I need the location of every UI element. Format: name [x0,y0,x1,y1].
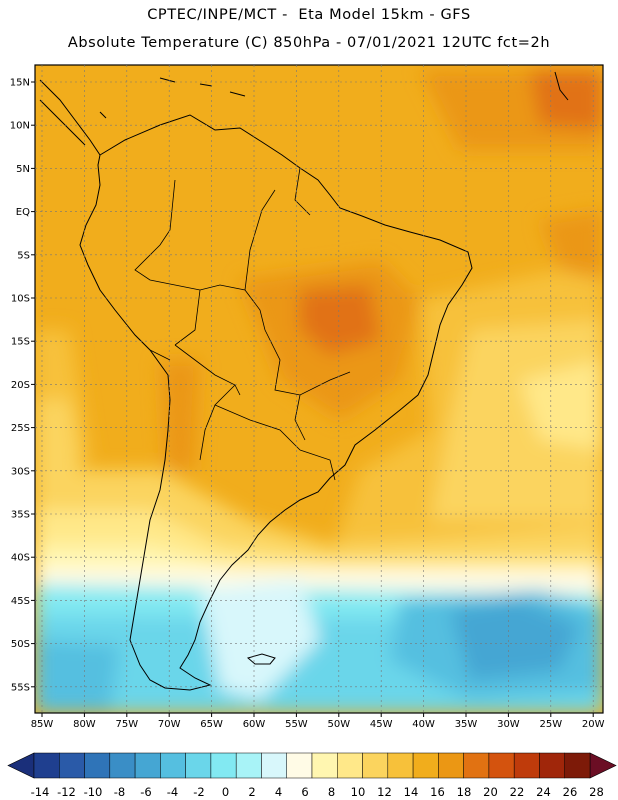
colorbar-label: 16 [430,785,445,799]
colorbar-swatch [185,752,212,779]
lat-label: 30S [11,466,30,477]
longitude-labels: 85W 80W 75W 70W 65W 60W 55W 50W 45W 40W 35W 30W 25W 2… [31,713,605,730]
field-m4-m2-west [35,640,120,713]
colorbar-arrow-left [7,752,35,779]
colorbar-label: 2 [248,785,255,799]
colorbar-swatch [564,752,591,779]
lat-label: 10S [11,294,30,305]
field-18-20-andes [160,360,200,470]
colorbar: -14 -12 -10 -8 -6 -4 -2 0 2 4 6 8 10 12 14 16 18 20 22 24 26… [7,752,617,799]
lat-label: 15N [10,78,30,89]
colorbar-swatch [261,752,287,779]
colorbar-label: 0 [222,785,229,799]
colorbar-swatch [210,752,237,779]
colorbar-label: -2 [193,785,204,799]
lat-label: EQ [16,207,30,218]
colorbar-swatch [109,752,136,779]
lon-label: 65W [200,719,223,730]
colorbar-swatch [513,752,540,779]
colorbar-swatch [59,752,85,779]
colorbar-label: 24 [536,785,551,799]
lon-label: 60W [243,719,266,730]
colorbar-swatch [488,752,515,779]
lat-label: 45S [11,596,30,607]
field-18-20-atl [540,210,603,280]
colorbar-label: 6 [301,785,308,799]
lon-label: 50W [327,719,350,730]
temperature-field [35,65,603,713]
colorbar-label: 14 [404,785,419,799]
lat-label: 15S [11,337,30,348]
lat-label: 20S [11,380,30,391]
field-4-6 [200,580,320,700]
colorbar-label: 18 [457,785,472,799]
colorbar-label: -10 [84,785,103,799]
colorbar-swatch [160,752,186,779]
colorbar-swatch [387,752,414,779]
south-america-coastline [79,114,473,691]
lon-label: 70W [158,719,181,730]
colorbar-label: 20 [483,785,498,799]
caribbean-islands [99,71,569,119]
lat-label: 55S [11,682,30,693]
map-title: CPTEC/INPE/MCT - Eta Model 15km - GFS [147,7,471,23]
colorbar-label: 12 [377,785,392,799]
lat-label: 5S [17,250,30,261]
colorbar-swatch [286,752,313,779]
colorbar-label: 4 [275,785,282,799]
field-12-14-east [430,320,603,520]
colorbar-arrow-right [589,752,617,779]
colorbar-swatch [84,752,111,779]
colorbar-swatch [337,752,363,779]
lon-label: 30W [497,719,520,730]
lat-label: 10N [10,121,30,132]
latitude-labels: 15N 10N 5N EQ 5S 10S 15S 20S 25S 30S 35S 40S 45S 50S 5… [10,78,35,693]
colorbar-swatch [438,752,464,779]
grid-lines [35,65,603,713]
colorbar-swatch [311,752,338,779]
field-m6-m4 [450,600,580,680]
lat-label: 5N [16,164,30,175]
colorbar-label: 8 [328,785,335,799]
central-america-coastline [39,79,101,156]
field-20-22-ne [530,70,603,130]
map-subtitle: Absolute Temperature (C) 850hPa - 07/01/… [67,35,551,51]
coastlines [39,71,569,691]
colorbar-label: 26 [563,785,578,799]
lat-label: 50S [11,639,30,650]
colorbar-label: 28 [589,785,604,799]
lon-label: 35W [455,719,478,730]
colorbar-label: -6 [140,785,151,799]
field-12-14-west [35,400,80,480]
lat-label: 25S [11,423,30,434]
colorbar-swatch [33,752,60,779]
falkland-islands [246,653,276,665]
lon-label: 55W [285,719,308,730]
colorbar-swatch [539,752,565,779]
lon-label: 40W [412,719,435,730]
colorbar-swatch [235,752,262,779]
colorbar-label: -14 [31,785,50,799]
lon-label: 75W [115,719,138,730]
country-borders [134,167,351,481]
lon-label: 25W [539,719,562,730]
colorbar-label: 22 [510,785,525,799]
lat-label: 35S [11,510,30,521]
lat-label: 40S [11,553,30,564]
map-frame [34,64,604,714]
colorbar-swatch [412,752,439,779]
colorbar-label: 10 [351,785,366,799]
field-20-22-interior [300,285,380,355]
colorbar-swatch [134,752,161,779]
colorbar-swatch [362,752,389,779]
lon-label: 80W [73,719,96,730]
colorbar-label: -8 [114,785,125,799]
lon-label: 20W [582,719,605,730]
colorbar-label: -12 [57,785,76,799]
lon-label: 85W [31,719,54,730]
lon-label: 45W [370,719,393,730]
colorbar-swatch [463,752,490,779]
colorbar-label: -4 [167,785,178,799]
